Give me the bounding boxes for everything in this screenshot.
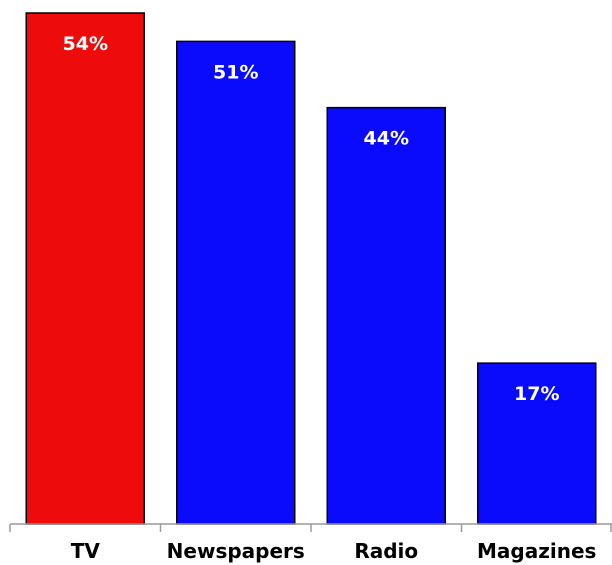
data-label-newspapers: 51% — [213, 61, 258, 83]
bars-layer — [25, 12, 597, 525]
x-tick-label-radio: Radio — [354, 539, 418, 563]
bar-newspapers — [176, 40, 296, 525]
x-axis — [9, 523, 612, 532]
bar-magazines — [477, 362, 597, 525]
x-tick-label-newspapers: Newspapers — [167, 539, 305, 563]
labels-layer: 54% TV 51% Newspapers 44% Radio 17% Magazines — [63, 33, 597, 563]
bar-radio — [326, 106, 446, 525]
x-tick-label-magazines: Magazines — [477, 539, 596, 563]
x-tick-label-tv: TV — [71, 539, 101, 563]
data-label-tv: 54% — [63, 33, 108, 55]
bar-tv — [25, 12, 145, 525]
data-label-magazines: 17% — [514, 383, 559, 405]
data-label-radio: 44% — [364, 128, 409, 150]
